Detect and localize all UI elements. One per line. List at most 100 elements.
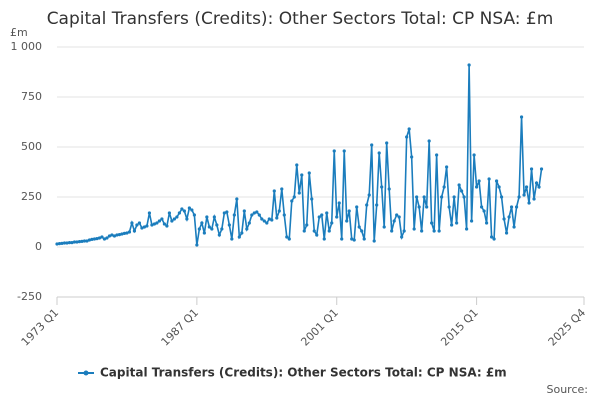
- point: [395, 213, 399, 217]
- point: [170, 219, 174, 223]
- point: [92, 237, 97, 241]
- point: [534, 181, 539, 185]
- point: [479, 205, 484, 209]
- point: [455, 221, 459, 225]
- x-tick-label: 2015 Q1: [438, 306, 481, 349]
- point: [120, 232, 124, 236]
- y-tick-label: 0: [35, 240, 42, 253]
- point: [245, 227, 249, 231]
- point: [465, 227, 469, 231]
- point: [539, 167, 544, 171]
- point: [484, 221, 489, 225]
- point: [280, 187, 284, 191]
- point: [355, 205, 359, 209]
- x-tick-label: 2001 Q1: [298, 306, 341, 349]
- point: [215, 223, 219, 227]
- point: [165, 224, 169, 228]
- point: [57, 242, 62, 246]
- point: [115, 233, 119, 237]
- point: [172, 217, 176, 221]
- point: [160, 217, 164, 221]
- point: [315, 233, 319, 237]
- point: [217, 233, 221, 237]
- point: [347, 209, 351, 213]
- point: [502, 217, 506, 221]
- point: [210, 227, 214, 231]
- source: Source:: [547, 383, 589, 396]
- point: [230, 237, 234, 241]
- point: [380, 185, 384, 189]
- point: [65, 241, 69, 245]
- point: [75, 240, 79, 244]
- point: [180, 207, 184, 211]
- point: [262, 219, 266, 223]
- point: [145, 224, 149, 228]
- point: [325, 211, 329, 215]
- point: [482, 209, 486, 213]
- point: [157, 219, 162, 223]
- point: [342, 149, 346, 153]
- point: [142, 225, 147, 229]
- point: [110, 233, 114, 237]
- point: [524, 185, 529, 189]
- point: [472, 153, 476, 157]
- point: [345, 219, 349, 223]
- point: [147, 211, 152, 215]
- point: [387, 187, 391, 191]
- point: [227, 223, 231, 227]
- point: [225, 210, 229, 214]
- point: [435, 153, 439, 157]
- point: [222, 211, 226, 215]
- point: [265, 221, 269, 225]
- chart-title: Capital Transfers (Credits): Other Secto…: [47, 9, 554, 29]
- point: [514, 205, 519, 209]
- point: [519, 115, 524, 119]
- y-tick-label: -250: [17, 290, 42, 303]
- point: [430, 221, 434, 225]
- point: [517, 195, 521, 199]
- point: [350, 237, 354, 241]
- point: [167, 211, 171, 215]
- y-unit: £m: [10, 26, 28, 39]
- point: [402, 229, 406, 233]
- point: [427, 139, 431, 143]
- point: [322, 237, 326, 241]
- point: [272, 189, 276, 193]
- point: [330, 221, 334, 225]
- point: [450, 223, 454, 227]
- point: [292, 195, 296, 199]
- point: [100, 235, 104, 239]
- point: [260, 217, 264, 221]
- point: [132, 229, 137, 233]
- point: [307, 171, 311, 175]
- point: [532, 197, 536, 201]
- point: [327, 229, 331, 233]
- point: [385, 141, 389, 145]
- point: [460, 189, 464, 193]
- point: [220, 227, 224, 231]
- point: [445, 165, 449, 169]
- point: [527, 201, 531, 205]
- point: [255, 210, 259, 214]
- point: [340, 237, 344, 241]
- point: [55, 242, 59, 246]
- point: [162, 222, 166, 226]
- point: [405, 135, 409, 139]
- point: [80, 239, 84, 243]
- point: [192, 213, 196, 217]
- point: [320, 213, 324, 217]
- y-tick-label: 500: [21, 140, 42, 153]
- point: [302, 229, 306, 233]
- point: [122, 231, 127, 235]
- point: [442, 185, 446, 189]
- point: [70, 241, 74, 245]
- point: [232, 213, 236, 217]
- point: [190, 208, 194, 212]
- point: [457, 183, 461, 187]
- point: [200, 221, 204, 225]
- point: [155, 221, 159, 225]
- point: [207, 225, 211, 229]
- point: [375, 203, 379, 207]
- point: [277, 209, 281, 213]
- point: [135, 223, 139, 227]
